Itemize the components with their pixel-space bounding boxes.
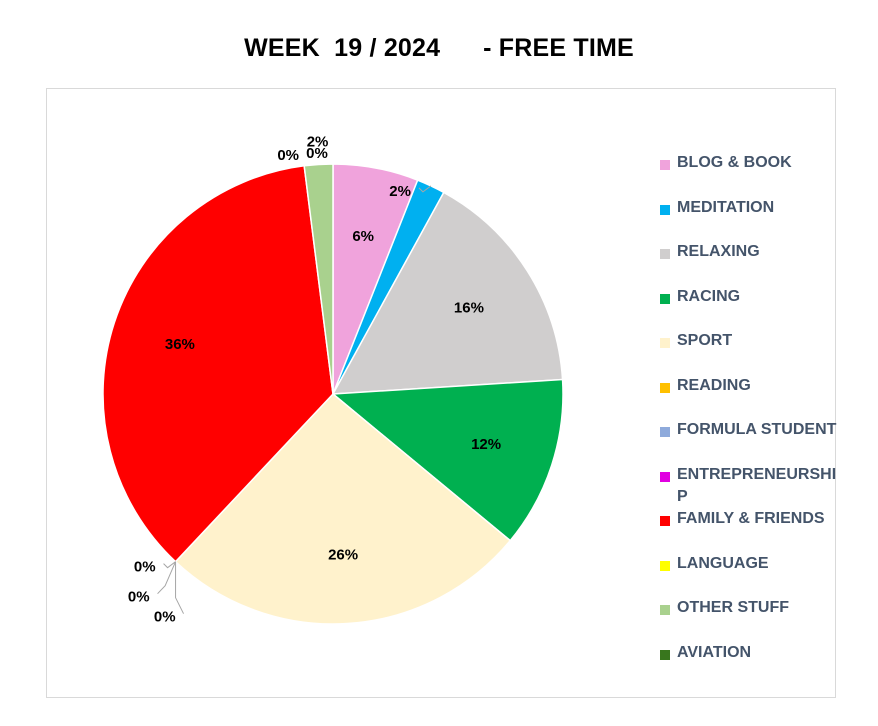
legend-swatch xyxy=(660,338,670,348)
pie-slice-relaxing xyxy=(331,191,564,395)
legend-swatch xyxy=(660,382,670,393)
data-label-aviation: 0% xyxy=(306,145,328,162)
data-label-reading: 0% xyxy=(134,559,156,576)
legend-swatch xyxy=(660,560,670,571)
leader-line-entrepreneurship xyxy=(175,561,185,614)
data-label-formula-student: 0% xyxy=(128,589,150,606)
legend-item-entrepreneurship: ENTREPRENEURSHIP xyxy=(660,464,840,505)
data-label-other-stuff: 2% xyxy=(307,133,329,150)
data-label-family-and-friends: 36% xyxy=(165,336,195,353)
legend-label: READING xyxy=(677,376,751,394)
legend-swatch xyxy=(660,204,670,215)
legend-label: OTHER STUFF xyxy=(677,599,789,616)
legend-label: SPORT xyxy=(677,332,733,349)
data-label-entrepreneurship: 0% xyxy=(154,609,176,626)
legend-label: RELAXING xyxy=(677,243,760,260)
legend-swatch xyxy=(660,516,670,526)
legend-item-family-and-friends: FAMILY & FRIENDS xyxy=(660,508,840,538)
legend-item-language: LANGUAGE xyxy=(660,553,840,583)
legend-label: FAMILY & FRIENDS xyxy=(677,510,825,527)
data-label-relaxing: 16% xyxy=(454,300,484,317)
pie-slice-family-and-friends xyxy=(102,164,334,563)
legend-swatch xyxy=(660,249,670,259)
plot-area-border xyxy=(46,88,836,698)
legend-label: ENTREPRENEURSHIP xyxy=(677,465,837,505)
legend-item-relaxing: RELAXING xyxy=(660,241,840,271)
legend-swatch xyxy=(660,293,670,304)
pie-slice-other-stuff xyxy=(303,163,334,395)
leader-line-meditation xyxy=(418,185,432,193)
pie-slice-sport xyxy=(174,392,512,625)
legend-label: BLOG & BOOK xyxy=(677,154,792,171)
data-label-sport: 26% xyxy=(328,547,358,564)
legend-item-meditation: MEDITATION xyxy=(660,197,840,227)
legend-swatch xyxy=(660,649,670,660)
legend-item-racing: RACING xyxy=(660,286,840,316)
legend-label: LANGUAGE xyxy=(677,554,769,572)
leader-line-formula-student xyxy=(157,561,177,595)
legend-item-aviation: AVIATION xyxy=(660,642,840,672)
data-label-blog-and-book: 6% xyxy=(352,228,374,245)
legend-swatch xyxy=(660,471,670,482)
legend-item-sport: SPORT xyxy=(660,330,840,360)
legend-swatch xyxy=(660,427,670,437)
legend-swatch xyxy=(660,160,670,170)
leader-line-reading xyxy=(163,561,176,569)
legend-swatch xyxy=(660,605,670,615)
legend-label: MEDITATION xyxy=(677,198,775,216)
pie-slice-racing xyxy=(331,378,564,542)
data-label-language: 0% xyxy=(277,147,299,164)
legend-item-other-stuff: OTHER STUFF xyxy=(660,597,840,627)
legend-label: AVIATION xyxy=(677,643,752,661)
legend-label: FORMULA STUDENT xyxy=(677,421,837,438)
legend-item-reading: READING xyxy=(660,375,840,405)
legend-item-blog-and-book: BLOG & BOOK xyxy=(660,152,840,182)
data-label-racing: 12% xyxy=(471,436,501,453)
data-label-meditation: 2% xyxy=(389,183,411,200)
legend-label: RACING xyxy=(677,287,741,305)
legend-item-formula-student: FORMULA STUDENT xyxy=(660,419,840,449)
chart-title: WEEK 19 / 2024 - FREE TIME xyxy=(244,34,634,62)
